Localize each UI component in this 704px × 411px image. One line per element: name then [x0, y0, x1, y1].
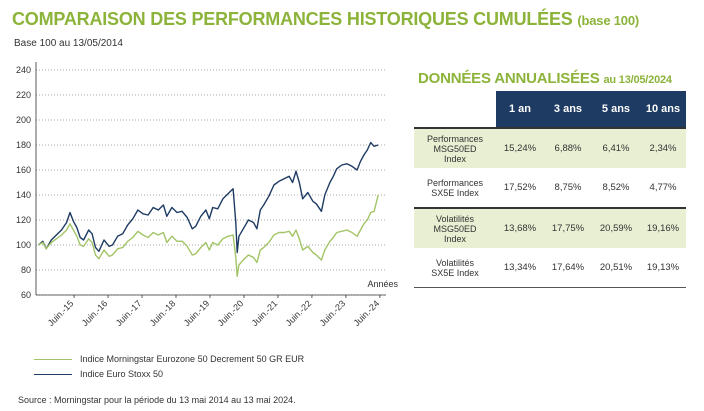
table-cell: 17,52% — [503, 182, 537, 193]
y-tick-label: 80 — [21, 265, 31, 275]
table-cell: 17,64% — [544, 248, 592, 288]
row-label-line: Index — [443, 153, 467, 164]
x-tick-label: Juin.-21 — [250, 298, 280, 328]
row-label-line: MSG50ED — [433, 143, 477, 154]
x-tick-label: Juin.-15 — [46, 298, 76, 328]
y-tick-label: 180 — [16, 140, 31, 150]
annualized-title: DONNÉES ANNUALISÉES au 13/05/2024 — [418, 70, 672, 87]
row-label: Volatilités MSG50ED Index — [414, 209, 496, 248]
y-tick-label: 100 — [16, 240, 31, 250]
annualized-header-row: 1 an 3 ans 5 ans 10 ans — [414, 91, 686, 127]
header-blank-cell — [414, 91, 496, 127]
row-label-line: SX5E Index — [431, 267, 479, 278]
series-line-sx5e — [37, 141, 379, 254]
row-label-line: Index — [443, 233, 467, 244]
table-row: Volatilités SX5E Index 13,34% 17,64% 20,… — [414, 248, 686, 288]
y-tick-label: 60 — [21, 290, 31, 300]
x-tick-label: Juin.-17 — [114, 298, 144, 328]
table-cell: 8,75% — [554, 182, 582, 193]
row-label-line: Performances — [426, 133, 484, 144]
annualized-title-main: DONNÉES ANNUALISÉES — [418, 70, 600, 87]
table-separator — [414, 127, 686, 129]
legend-label-msg50ed: Indice Morningstar Eurozone 50 Decrement… — [80, 354, 305, 364]
table-cell: 19,13% — [640, 248, 686, 288]
table-cell: 19,16% — [640, 209, 686, 248]
table-cell: 4,77% — [649, 182, 677, 193]
row-label-line: MSG50ED — [433, 223, 477, 234]
table-row: Performances SX5E Index 17,52% 8,75% 8,5… — [414, 168, 686, 207]
x-tick-label: Juin.-16 — [80, 298, 110, 328]
row-label-line: Volatilités — [435, 257, 475, 268]
legend-label-sx5e: Indice Euro Stoxx 50 — [80, 369, 164, 379]
annualized-title-suffix: au 13/05/2024 — [603, 74, 672, 86]
x-tick-label: Juin.-18 — [148, 298, 178, 328]
legend-swatch-msg50ed — [34, 358, 72, 360]
row-label-line: Volatilités — [435, 213, 475, 224]
chart-title-suffix: (base 100) — [577, 13, 639, 28]
source-note: Source : Morningstar pour la période du … — [18, 395, 296, 405]
x-tick-label: Juin.-23 — [318, 298, 348, 328]
table-cell: 13,68% — [496, 209, 544, 248]
table-row: Performances MSG50ED Index 15,24% 6,88% … — [414, 129, 686, 168]
y-tick-label: 140 — [16, 190, 31, 200]
row-label: Volatilités SX5E Index — [414, 248, 496, 288]
x-tick-label: Juin.-24 — [352, 298, 382, 328]
row-label: Performances MSG50ED Index — [414, 129, 496, 168]
chart-title: COMPARAISON DES PERFORMANCES HISTORIQUES… — [12, 9, 639, 30]
chart-subtitle: Base 100 au 13/05/2014 — [14, 38, 123, 49]
x-tick-label: Juin.-22 — [284, 298, 314, 328]
legend-item-sx5e: Indice Euro Stoxx 50 — [34, 369, 163, 379]
y-tick-label: 240 — [16, 65, 31, 75]
header-1an: 1 an — [496, 91, 544, 127]
row-label: Performances SX5E Index — [414, 168, 496, 207]
row-label-line: SX5E Index — [431, 187, 479, 198]
legend-swatch-sx5e — [34, 373, 72, 375]
series-line-msg50ed — [38, 194, 379, 277]
table-cell: 8,52% — [602, 182, 630, 193]
table-cell: 15,24% — [496, 129, 544, 168]
table-cell: 17,75% — [544, 209, 592, 248]
table-cell: 20,51% — [592, 248, 640, 288]
x-tick-label: Juin.-19 — [182, 298, 212, 328]
header-5ans: 5 ans — [592, 91, 640, 127]
y-tick-label: 120 — [16, 215, 31, 225]
table-cell: 6,41% — [592, 129, 640, 168]
table-cell: 2,34% — [640, 129, 686, 168]
row-label-line: Performances — [426, 177, 484, 188]
header-3ans: 3 ans — [544, 91, 592, 127]
table-cell: 6,88% — [544, 129, 592, 168]
table-row: Volatilités MSG50ED Index 13,68% 17,75% … — [414, 209, 686, 248]
table-separator — [414, 207, 686, 209]
chart-title-main: COMPARAISON DES PERFORMANCES HISTORIQUES… — [12, 9, 573, 29]
y-tick-label: 200 — [16, 115, 31, 125]
legend-item-msg50ed: Indice Morningstar Eurozone 50 Decrement… — [34, 354, 304, 364]
annualized-table: 1 an 3 ans 5 ans 10 ans Performances MSG… — [414, 91, 686, 288]
x-tick-label: Juin.-20 — [216, 298, 246, 328]
table-cell: 13,34% — [496, 248, 544, 288]
y-tick-label: 160 — [16, 165, 31, 175]
header-10ans: 10 ans — [640, 91, 686, 127]
y-tick-label: 220 — [16, 90, 31, 100]
x-axis-label: Années — [367, 279, 398, 289]
table-cell: 20,59% — [592, 209, 640, 248]
